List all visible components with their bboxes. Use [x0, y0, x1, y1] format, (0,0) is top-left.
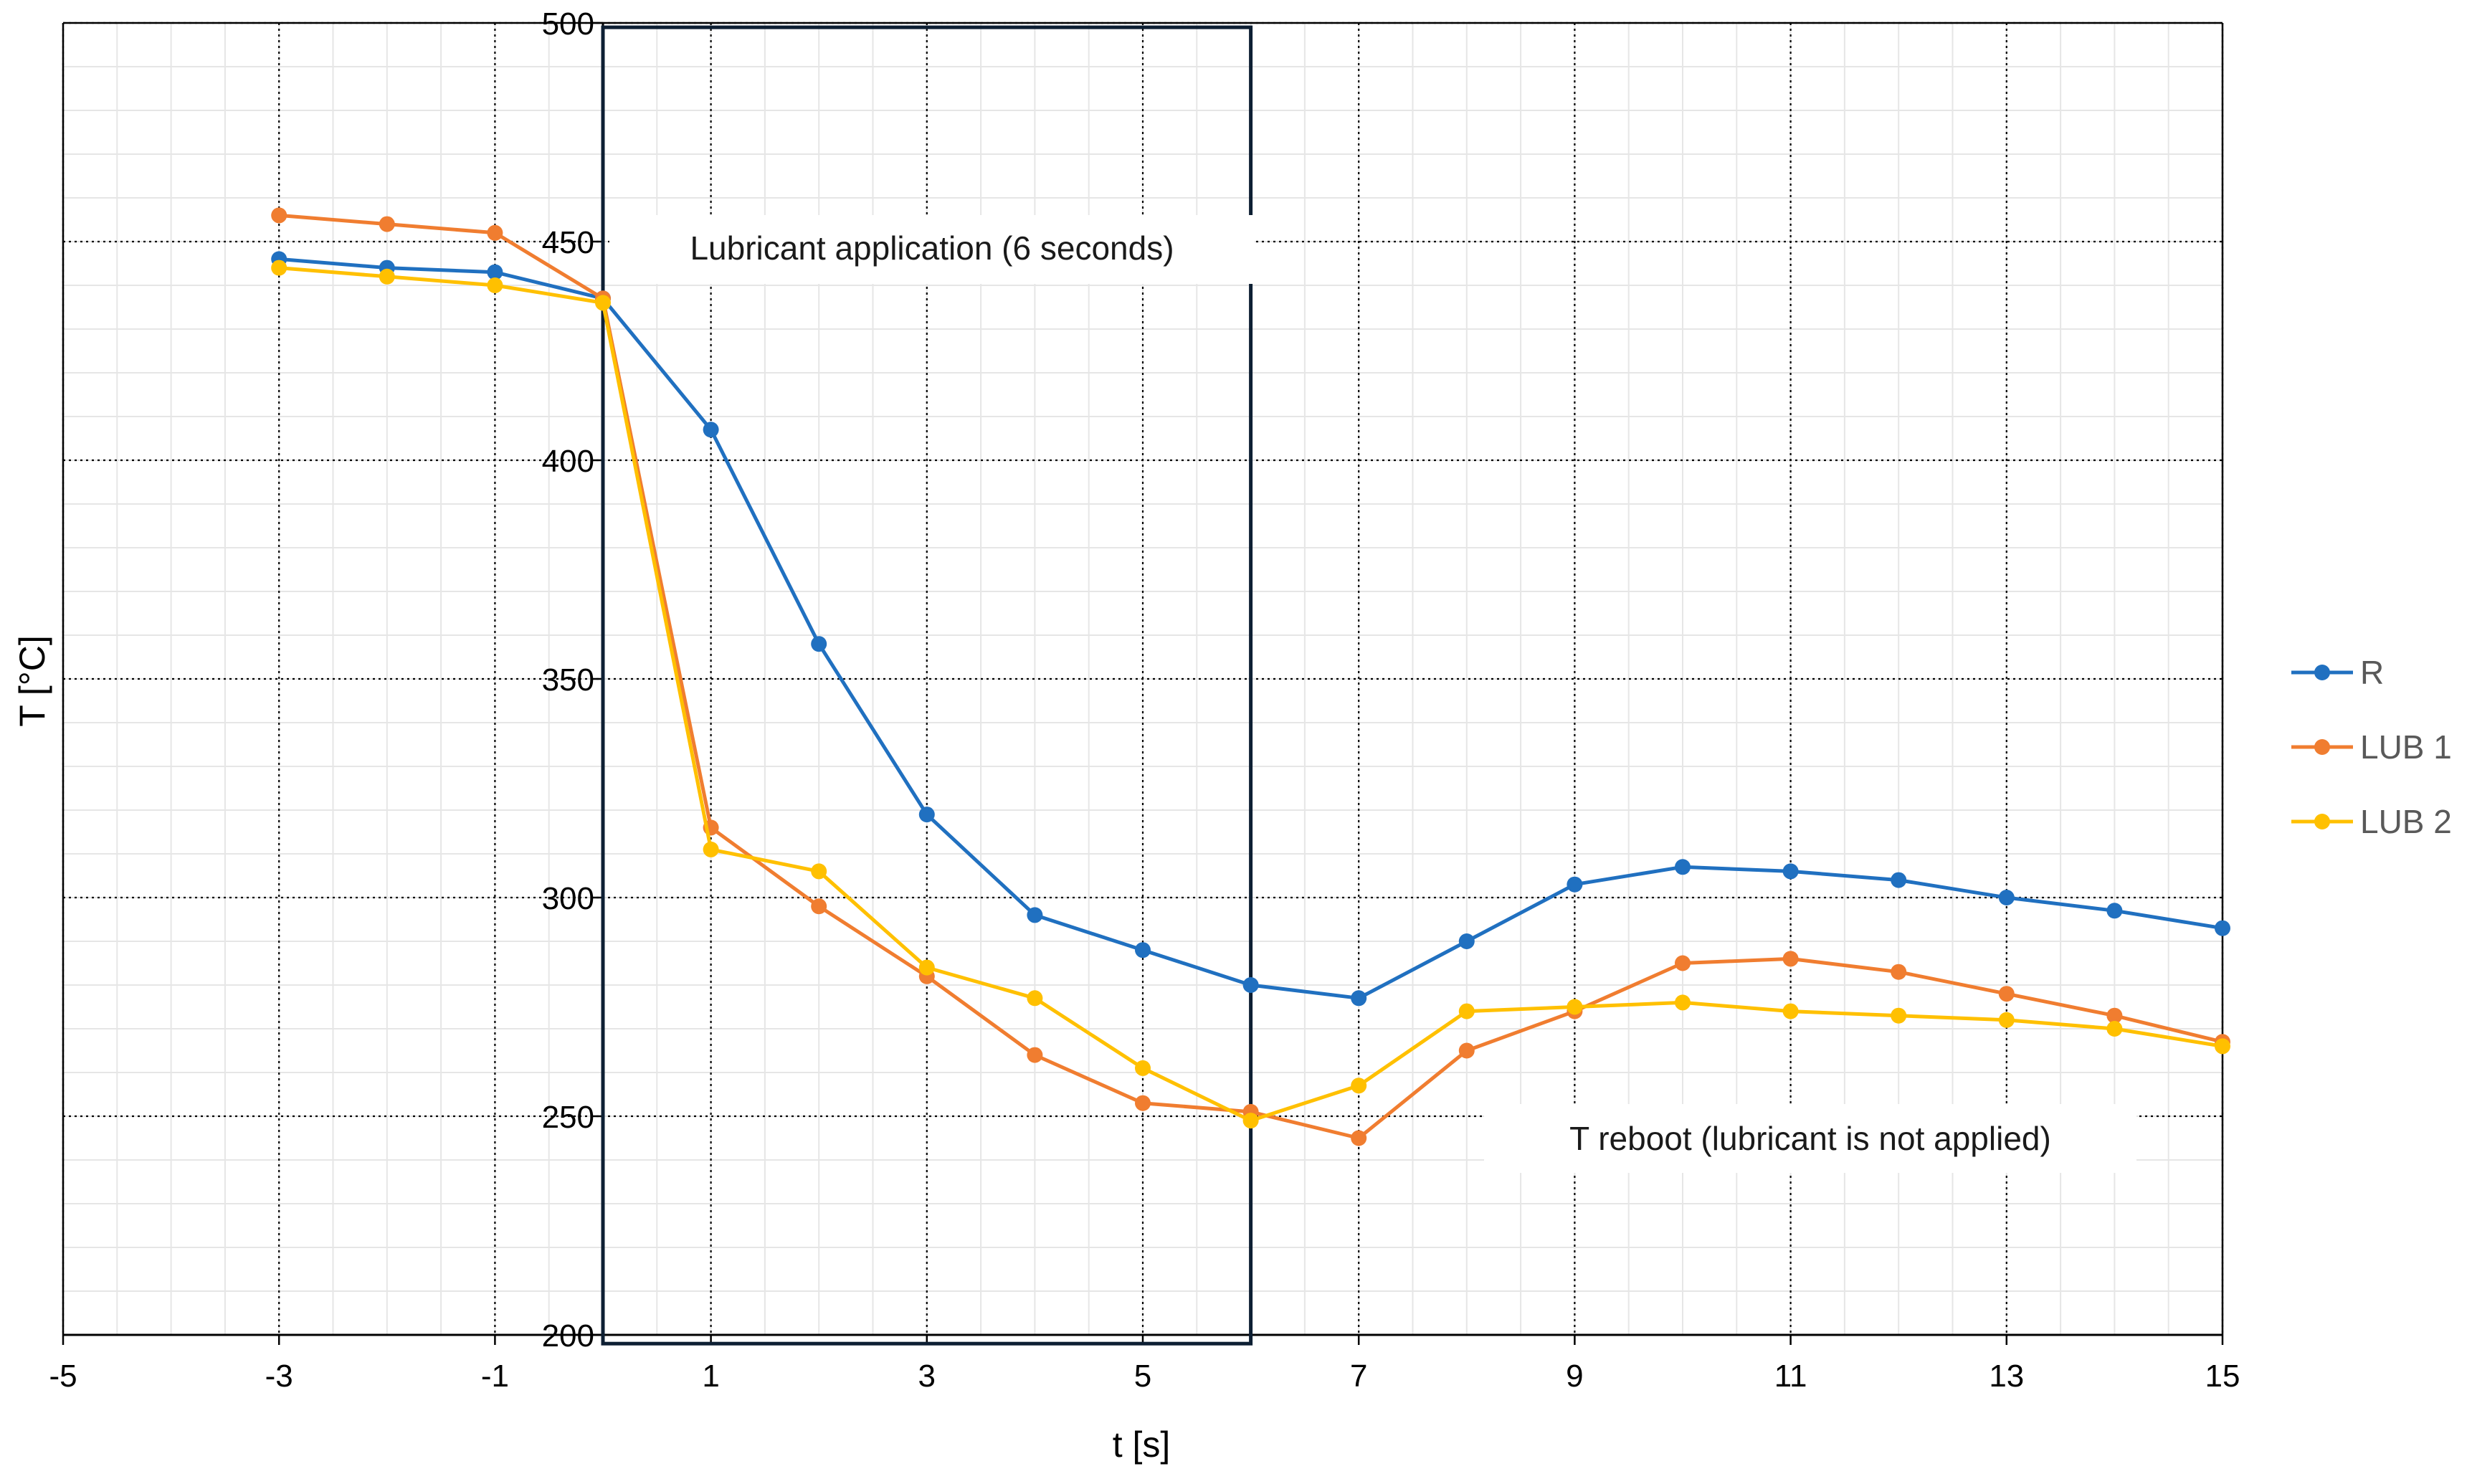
data-point — [1675, 994, 1691, 1011]
legend-item-lub-2: LUB 2 — [2291, 803, 2452, 840]
data-point — [918, 807, 935, 823]
x-axis-title: t [s] — [1113, 1424, 1171, 1465]
data-point — [2215, 920, 2230, 936]
data-point — [811, 898, 827, 915]
data-point — [918, 959, 935, 976]
y-axis-title: T [°C] — [12, 635, 52, 726]
y-tick-label: 500 — [542, 6, 594, 42]
x-tick-label: -3 — [265, 1359, 293, 1394]
data-point — [2106, 1007, 2123, 1024]
legend-swatch-marker — [2314, 665, 2330, 680]
x-tick-label: 15 — [2205, 1359, 2240, 1394]
x-tick-label: 9 — [1566, 1359, 1583, 1394]
data-point — [1891, 964, 1907, 980]
x-tick-label: -1 — [481, 1359, 509, 1394]
x-tick-label: 5 — [1134, 1359, 1151, 1394]
legend-item-lub-1: LUB 1 — [2291, 728, 2452, 766]
x-tick-label: 11 — [1774, 1359, 1807, 1394]
data-point — [2106, 903, 2123, 919]
y-tick-label: 250 — [542, 1100, 594, 1135]
data-point — [811, 863, 827, 880]
legend: R LUB 1 LUB 2 — [2291, 654, 2452, 840]
lubricant-application-box-layer — [601, 25, 1253, 1346]
data-point — [1782, 863, 1799, 880]
data-point — [1027, 907, 1043, 923]
y-tick-label: 200 — [542, 1318, 594, 1354]
data-point — [487, 277, 503, 293]
data-point — [1351, 1078, 1367, 1094]
data-point — [1135, 1060, 1151, 1076]
legend-label: LUB 2 — [2360, 803, 2452, 840]
data-point — [1458, 933, 1475, 949]
legend-swatch-marker — [2314, 739, 2330, 755]
data-point — [703, 841, 719, 857]
legend-item-r: R — [2291, 654, 2384, 691]
legend-label: R — [2360, 654, 2384, 691]
data-point — [1782, 1003, 1799, 1019]
y-tick-label: 400 — [542, 444, 594, 479]
legend-swatch-marker — [2314, 814, 2330, 829]
data-point — [595, 295, 611, 311]
x-tick-label: -5 — [49, 1359, 77, 1394]
data-point — [1998, 890, 2015, 905]
annotation-t-reboot: T reboot (lubricant is not applied) — [1569, 1120, 2051, 1157]
y-tick-label: 300 — [542, 881, 594, 916]
data-point — [1135, 1095, 1151, 1111]
y-tick-label: 450 — [542, 225, 594, 260]
data-point — [1675, 955, 1691, 971]
data-point — [1567, 999, 1583, 1015]
data-point — [1782, 951, 1799, 967]
x-tick-label: 7 — [1350, 1359, 1367, 1394]
data-point — [811, 636, 827, 652]
data-point — [703, 422, 719, 438]
data-point — [1351, 1130, 1367, 1146]
annotation-lubricant-application: Lubricant application (6 seconds) — [690, 229, 1174, 267]
data-point — [271, 260, 287, 276]
data-point — [1027, 990, 1043, 1007]
data-point — [1135, 942, 1151, 959]
y-tick-label: 350 — [542, 662, 594, 698]
data-point — [271, 207, 287, 224]
data-point — [487, 224, 503, 241]
x-tick-label: 13 — [1989, 1359, 2024, 1394]
series-layer — [271, 207, 2230, 1146]
data-point — [1458, 1003, 1475, 1019]
data-point — [1458, 1042, 1475, 1059]
x-tick-label: 3 — [918, 1359, 936, 1394]
data-point — [487, 264, 503, 280]
data-point — [1891, 1007, 1907, 1024]
x-tick-label: 1 — [702, 1359, 719, 1394]
data-point — [2215, 1038, 2230, 1055]
data-point — [1027, 1047, 1043, 1063]
annotation-reboot-bg — [1484, 1104, 2136, 1173]
legend-label: LUB 1 — [2360, 728, 2452, 766]
lubricant-application-box — [601, 25, 1253, 1346]
series-lub-2 — [271, 260, 2230, 1129]
data-point — [1998, 1012, 2015, 1028]
data-point — [1567, 876, 1583, 893]
data-point — [379, 268, 395, 285]
data-point — [2106, 1021, 2123, 1037]
data-point — [1891, 872, 1907, 888]
annotation-labels-layer: Lubricant application (6 seconds) T rebo… — [609, 215, 2136, 1173]
data-point — [379, 216, 395, 232]
data-point — [1675, 859, 1691, 875]
annotation-lubricant-bg — [609, 215, 1255, 284]
data-point — [1351, 990, 1367, 1007]
data-point — [1242, 977, 1259, 993]
data-point — [1242, 1113, 1259, 1129]
data-point — [1998, 986, 2015, 1002]
